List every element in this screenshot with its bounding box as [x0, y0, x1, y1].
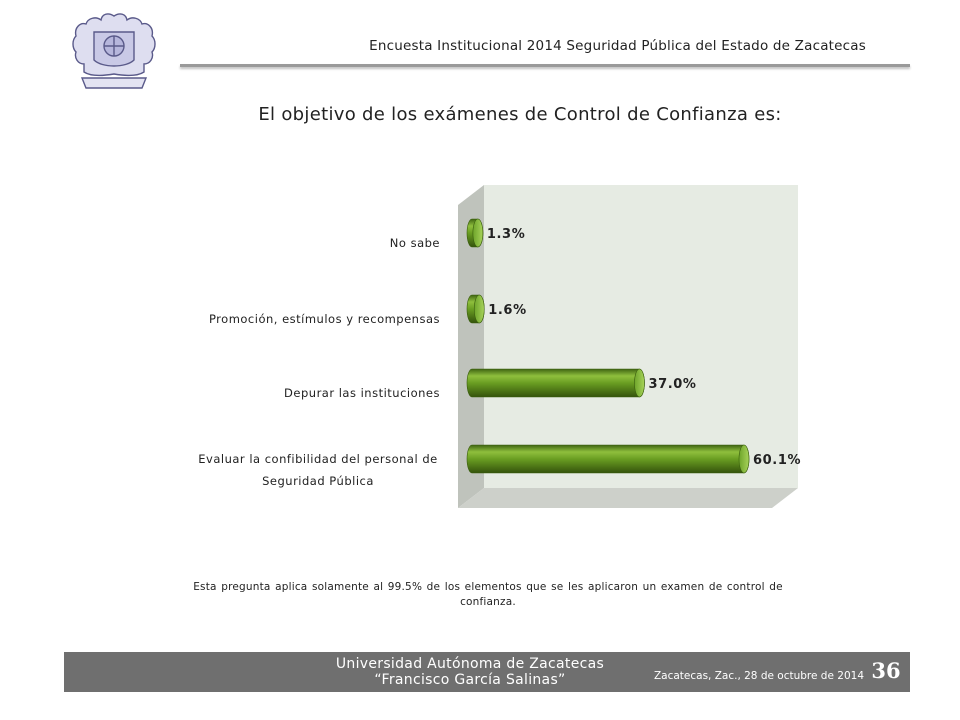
data-label-1: 1.6%	[488, 303, 526, 318]
footer-university-subtitle: “Francisco García Salinas”	[374, 672, 566, 688]
footer-university: Universidad Autónoma de Zacatecas “Franc…	[300, 656, 640, 688]
bar-cap-2	[634, 368, 645, 398]
bar-3	[466, 444, 750, 474]
data-label-3: 60.1%	[753, 453, 801, 468]
category-label-2: Depurar las instituciones	[284, 386, 440, 400]
chart-floor	[458, 488, 798, 508]
bar-cap-3	[738, 444, 750, 474]
bar-cap-0	[472, 218, 484, 248]
page-number: 36	[871, 658, 901, 683]
university-crest-icon	[68, 10, 160, 94]
category-label-0: No sabe	[390, 236, 440, 250]
footer-date: Zacatecas, Zac., 28 de octubre de 2014	[653, 670, 864, 682]
chart-title: El objetivo de los exámenes de Control d…	[258, 104, 782, 125]
header-divider	[180, 64, 910, 67]
footer-university-name: Universidad Autónoma de Zacatecas	[335, 656, 605, 672]
data-label-0: 1.3%	[487, 227, 525, 242]
bar-cap-1	[473, 294, 485, 324]
category-label-1: Promoción, estímulos y recompensas	[209, 312, 440, 326]
header-title: Encuesta Institucional 2014 Seguridad Pú…	[369, 38, 866, 54]
survey-note: Esta pregunta aplica solamente al 99.5% …	[193, 581, 783, 608]
data-label-2: 37.0%	[648, 377, 696, 392]
category-label-3: Evaluar la confibilidad del personal de S…	[198, 452, 437, 488]
bar-2	[466, 368, 645, 398]
footer-bar	[64, 652, 910, 692]
chart-side-wall	[458, 185, 484, 508]
chart-back-wall	[484, 185, 798, 488]
